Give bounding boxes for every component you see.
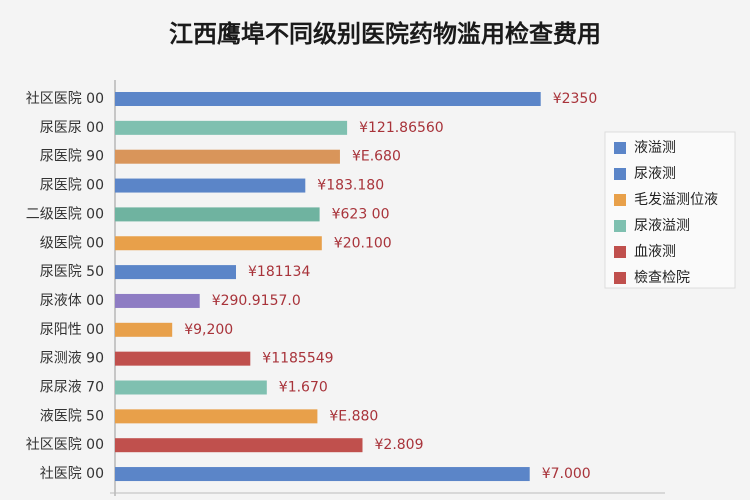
value-label: ¥623 00 (332, 206, 390, 222)
value-label: ¥1.670 (279, 380, 328, 396)
y-tick-label: 尿尿液 70 (40, 380, 104, 396)
y-tick-label: 级医院 00 (40, 235, 104, 251)
legend-swatch (614, 194, 626, 206)
legend-label: 尿液溢测 (634, 218, 690, 234)
legend-swatch (614, 246, 626, 258)
value-label: ¥2.809 (375, 437, 424, 453)
legend-label: 尿液测 (634, 166, 676, 182)
y-tick-label: 尿液体 00 (40, 293, 104, 309)
bar (115, 293, 200, 308)
legend-swatch (614, 168, 626, 180)
y-tick-label: 二级医院 00 (26, 206, 104, 222)
y-tick-label: 社区医院 00 (26, 91, 104, 107)
value-label: ¥181134 (248, 264, 310, 280)
value-label: ¥20.100 (334, 235, 392, 251)
bar (115, 322, 173, 337)
legend-swatch (614, 142, 626, 154)
chart-title: 江西鹰埠不同级别医院药物滥用检查费用 (169, 20, 601, 48)
value-label: ¥290.9157.0 (212, 293, 301, 309)
bar (115, 149, 340, 164)
bar (115, 207, 320, 222)
y-tick-label: 社区医院 00 (26, 437, 104, 453)
bar (115, 409, 318, 424)
legend-swatch (614, 220, 626, 232)
value-label: ¥2350 (553, 91, 598, 107)
legend-label: 液溢测 (634, 140, 676, 156)
legend-box (604, 131, 736, 289)
bar (115, 467, 530, 482)
bar (115, 178, 306, 193)
value-label: ¥E.680 (352, 149, 401, 165)
value-label: ¥9,200 (184, 322, 233, 338)
legend-label: 毛发溢测位液 (634, 192, 718, 208)
legend-label: 血液测 (634, 244, 676, 260)
y-tick-label: 尿阳性 00 (40, 322, 104, 338)
value-label: ¥1185549 (262, 351, 333, 367)
bar (115, 351, 251, 366)
y-tick-label: 尿医院 50 (40, 264, 104, 280)
bar (115, 236, 322, 251)
value-label: ¥7.000 (542, 466, 591, 482)
legend-swatch (614, 272, 626, 284)
value-label: ¥121.86560 (359, 120, 444, 136)
y-tick-label: 社医院 00 (40, 466, 104, 482)
legend-label: 檢查检院 (634, 269, 690, 286)
y-tick-label: 尿医院 00 (40, 178, 104, 194)
bar (115, 120, 348, 135)
y-tick-label: 尿测液 90 (40, 351, 104, 367)
y-tick-label: 尿医尿 00 (40, 120, 104, 136)
value-label: ¥E.880 (329, 408, 378, 424)
y-tick-label: 液医院 50 (40, 408, 104, 424)
value-label: ¥183.180 (317, 178, 384, 194)
bar (115, 92, 541, 106)
y-tick-label: 尿医院 90 (40, 149, 104, 165)
bar (115, 380, 267, 395)
bar (115, 265, 236, 280)
bar (115, 438, 363, 453)
